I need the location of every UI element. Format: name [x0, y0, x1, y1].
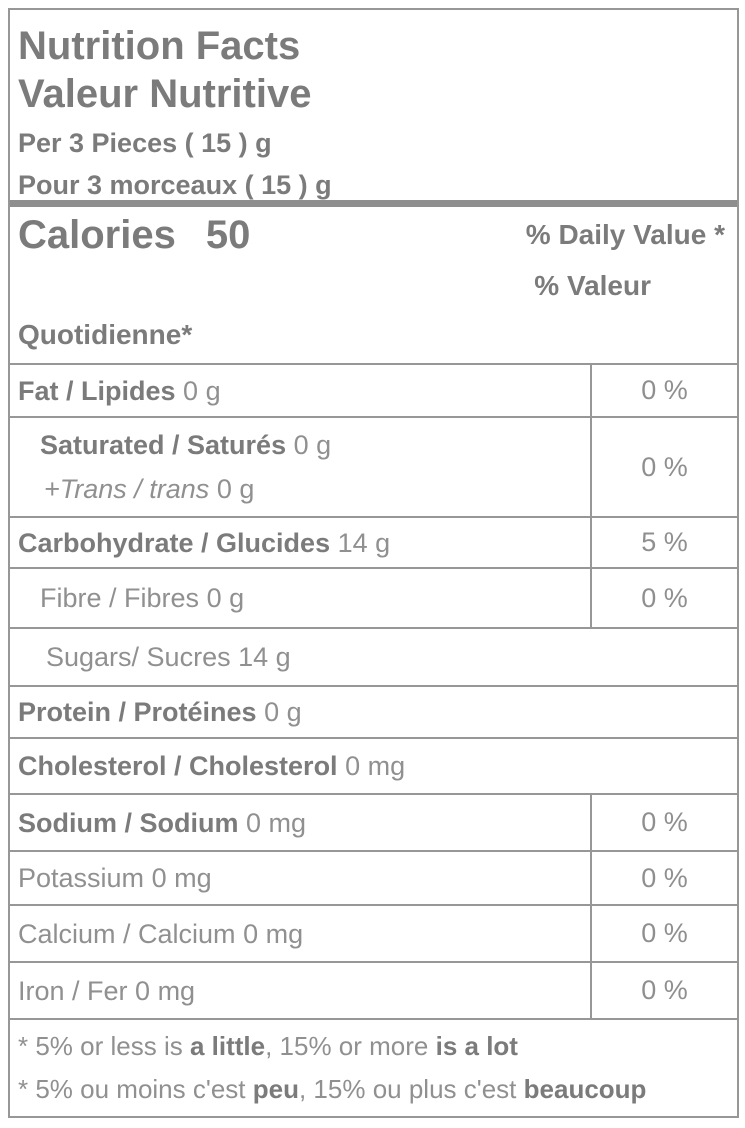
nutrient-row-fibre: Fibre / Fibres 0 g 0 %	[10, 569, 737, 629]
nutrient-row-calcium: Calcium / Calcium 0 mg 0 %	[10, 906, 737, 963]
daily-value-header-french-line1: % Valeur	[534, 270, 651, 301]
daily-value-cell: 0 %	[590, 365, 737, 416]
daily-value-cell: 0 %	[590, 906, 737, 961]
nutrient-row-potassium: Potassium 0 mg 0 %	[10, 852, 737, 906]
calories-label: Calories	[18, 213, 176, 257]
nutrient-label: Carbohydrate / Glucides 14 g	[18, 527, 391, 558]
nutrition-facts-label: Nutrition Facts Valeur Nutritive Per 3 P…	[8, 8, 739, 1118]
nutrient-row-fat: Fat / Lipides 0 g 0 %	[10, 365, 737, 418]
footnote-english: * 5% or less is a little, 15% or more is…	[18, 1031, 518, 1061]
serving-size-french: Pour 3 morceaux ( 15 ) g	[18, 170, 332, 200]
daily-value-cell: 0 %	[590, 963, 737, 1018]
daily-value-cell: 0 %	[590, 418, 737, 516]
daily-value-cell: 5 %	[590, 518, 737, 567]
daily-value-cell: 0 %	[590, 569, 737, 627]
nutrient-label: Protein / Protéines 0 g	[18, 697, 302, 727]
nutrient-label: Calcium / Calcium 0 mg	[18, 918, 304, 949]
nutrient-row-cholesterol: Cholesterol / Cholesterol 0 mg	[10, 739, 737, 795]
nutrient-label: Iron / Fer 0 mg	[18, 975, 196, 1006]
serving-size-english: Per 3 Pieces ( 15 ) g	[18, 128, 272, 158]
nutrient-row-sodium: Sodium / Sodium 0 mg 0 %	[10, 795, 737, 852]
calories-section: Calories 50 % Daily Value * % Valeur Quot…	[10, 207, 737, 365]
footnote-french: * 5% ou moins c'est peu, 15% ou plus c'e…	[18, 1074, 647, 1104]
nutrient-label: Potassium 0 mg	[18, 863, 212, 893]
calories-value: 50	[205, 213, 251, 257]
serving-size-block: Per 3 Pieces ( 15 ) g Pour 3 morceaux ( …	[18, 122, 729, 206]
title-french: Valeur Nutritive	[18, 72, 312, 116]
nutrient-label: Fat / Lipides 0 g	[18, 375, 221, 406]
title-english: Nutrition Facts	[18, 24, 301, 68]
nutrient-sublabel: +Trans / trans 0 g	[44, 474, 255, 504]
nutrient-label: Cholesterol / Cholesterol 0 mg	[18, 751, 406, 781]
nutrient-row-sugars: Sugars/ Sucres 14 g	[10, 629, 737, 687]
daily-value-header-french-line2: Quotidienne*	[18, 319, 193, 350]
nutrient-label: Fibre / Fibres 0 g	[40, 583, 245, 613]
nutrient-label: Sugars/ Sucres 14 g	[46, 642, 291, 672]
nutrient-row-iron: Iron / Fer 0 mg 0 %	[10, 963, 737, 1020]
daily-value-cell: 0 %	[590, 795, 737, 850]
header-thick-divider	[10, 200, 737, 207]
nutrient-label: Sodium / Sodium 0 mg	[18, 807, 307, 838]
nutrient-row-carbohydrate: Carbohydrate / Glucides 14 g 5 %	[10, 518, 737, 569]
calories-line: Calories 50	[18, 213, 250, 258]
daily-value-cell: 0 %	[590, 852, 737, 904]
nutrient-label: Saturated / Saturés 0 g	[40, 430, 332, 460]
daily-value-header-english: % Daily Value *	[525, 219, 725, 250]
footnotes: * 5% or less is a little, 15% or more is…	[10, 1020, 737, 1116]
nutrient-row-protein: Protein / Protéines 0 g	[10, 687, 737, 739]
label-header: Nutrition Facts Valeur Nutritive Per 3 P…	[10, 10, 737, 200]
nutrient-row-saturated-trans: Saturated / Saturés 0 g +Trans / trans 0…	[10, 418, 737, 518]
